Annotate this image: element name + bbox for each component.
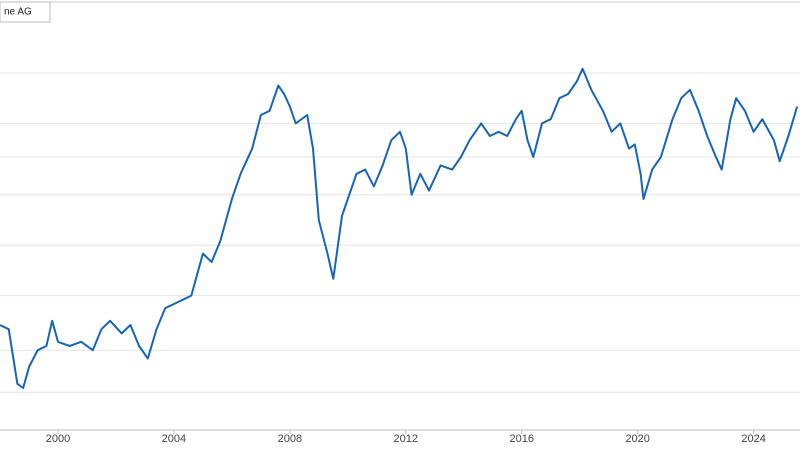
legend-text: ne AG — [4, 7, 32, 18]
x-tick-label: 2016 — [509, 433, 533, 445]
x-tick-label: 2020 — [625, 433, 649, 445]
price-line — [0, 67, 799, 389]
x-tick-label: 2004 — [162, 433, 186, 445]
legend-box — [0, 1, 51, 23]
x-tick-label: 2008 — [278, 433, 302, 445]
x-tick-label: 2024 — [741, 433, 765, 445]
x-tick-label: 2012 — [394, 433, 418, 445]
x-tick-label: 2000 — [46, 433, 70, 445]
